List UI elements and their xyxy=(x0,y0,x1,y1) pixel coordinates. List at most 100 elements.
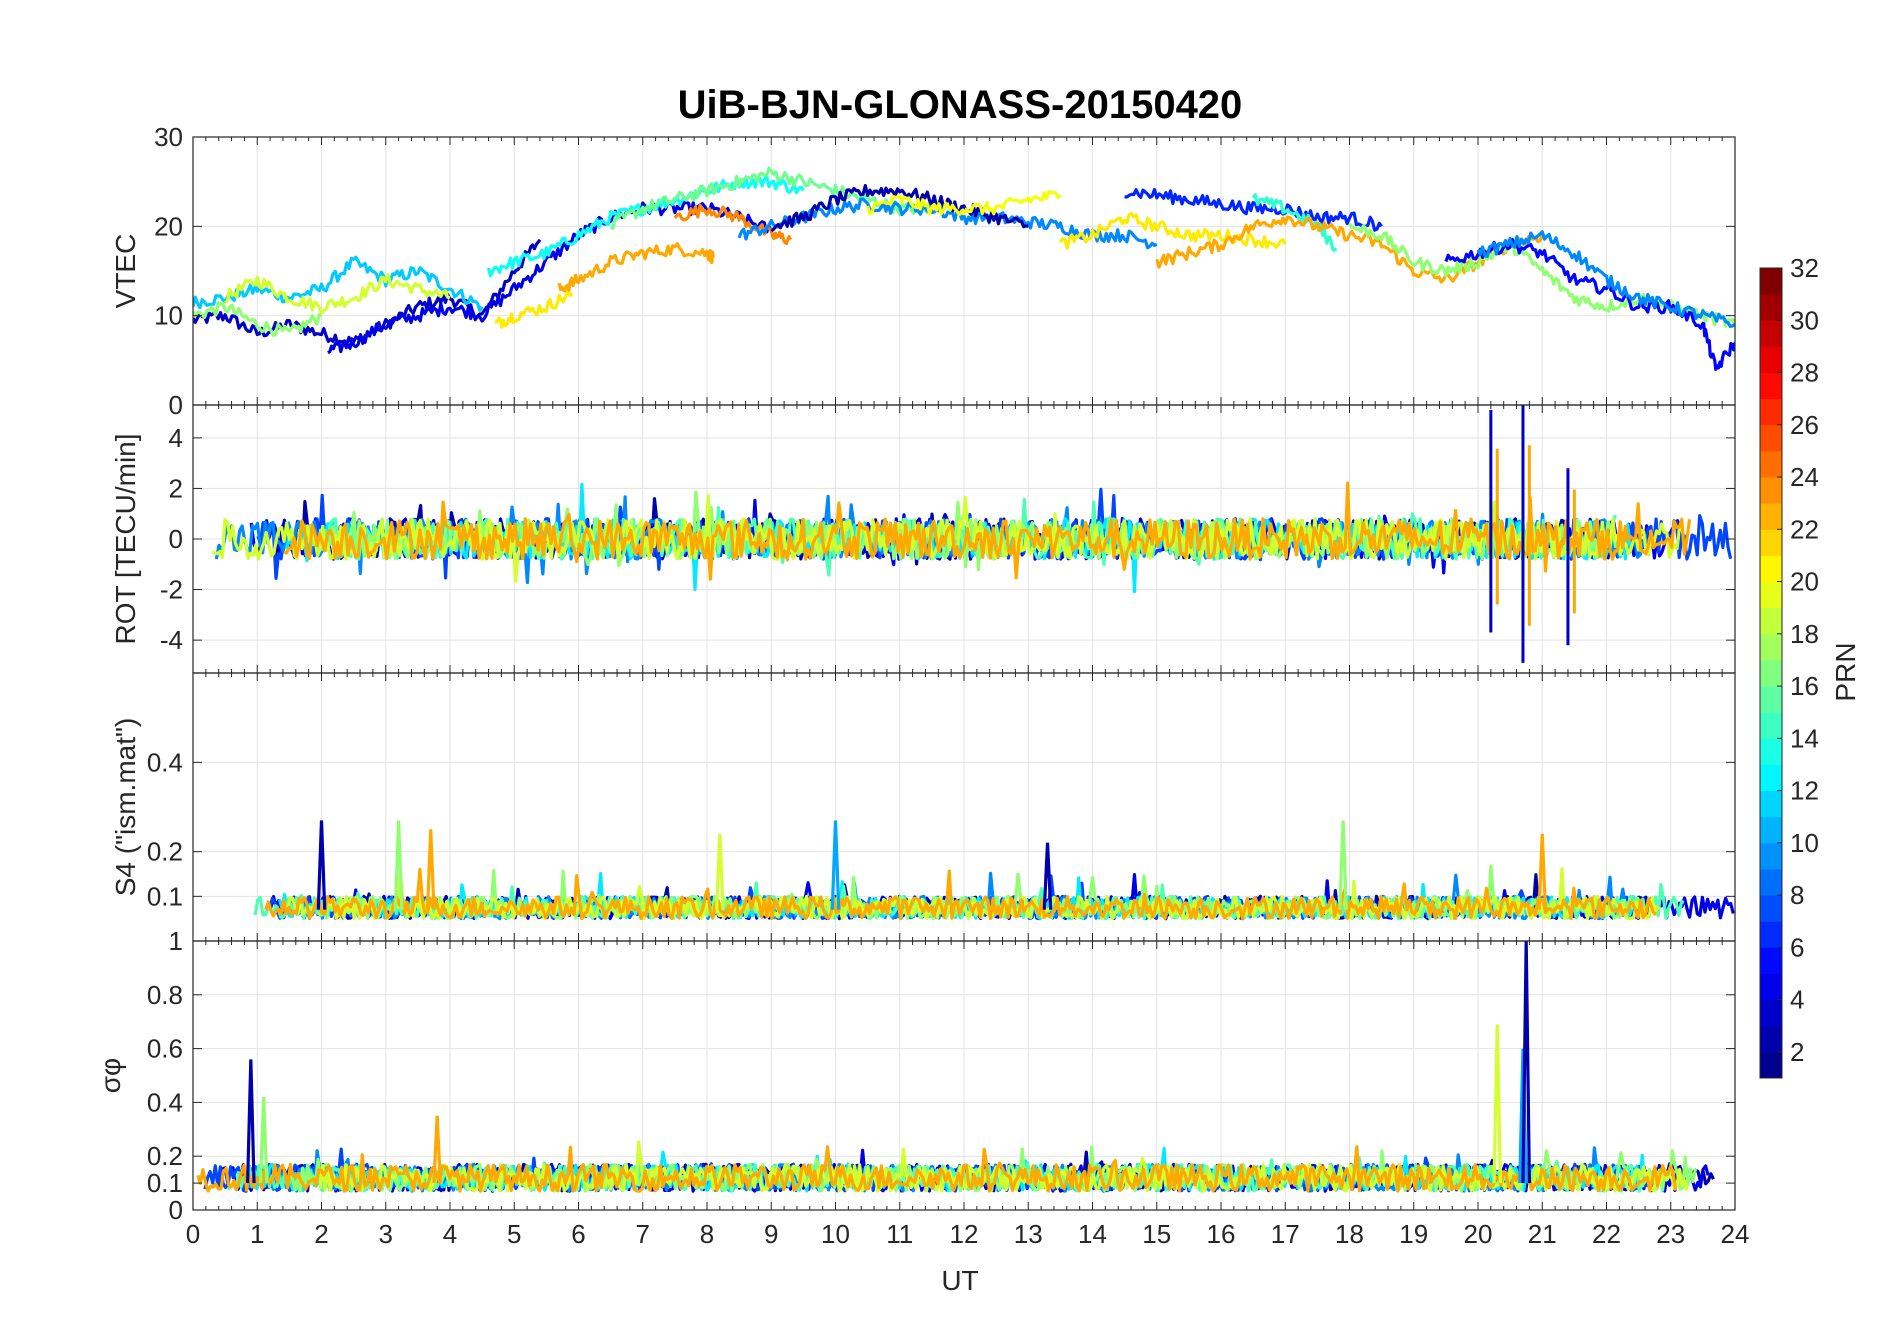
rot-series-prn-23 xyxy=(283,481,1692,581)
x-tick-label: 6 xyxy=(571,1219,585,1249)
spike xyxy=(425,829,436,910)
x-tick-label: 4 xyxy=(443,1219,457,1249)
x-tick-label: 7 xyxy=(636,1219,650,1249)
x-tick-label: 3 xyxy=(379,1219,393,1249)
x-tick-label: 24 xyxy=(1721,1219,1750,1249)
colorbar-segment xyxy=(1760,555,1782,583)
y-tick-label: -4 xyxy=(160,625,183,655)
vtec-arc-prn-20 xyxy=(866,190,1062,217)
colorbar-tick-label: 12 xyxy=(1790,776,1819,806)
vtec-arc-prn-24 xyxy=(673,203,792,246)
y-tick-label: 0.8 xyxy=(147,980,183,1010)
colorbar-segment xyxy=(1760,816,1782,844)
vtec-arc-prn-23 xyxy=(557,242,715,293)
colorbar-tick-label: 20 xyxy=(1790,567,1819,597)
figure-title: UiB-BJN-GLONASS-20150420 xyxy=(678,83,1243,127)
x-tick-label: 19 xyxy=(1399,1219,1428,1249)
colorbar-segment xyxy=(1760,895,1782,922)
x-tick-labels: 0 1 2 3 4 5 6 7 8 9 10 11 12 13 14 15 16 17 18 19 20 21 22 23 24 xyxy=(186,1219,1750,1249)
colorbar-segment xyxy=(1760,268,1782,295)
colorbar-segment xyxy=(1760,973,1782,1001)
x-tick-label: 0 xyxy=(186,1219,200,1249)
colorbar-label: PRN xyxy=(1830,642,1861,701)
colorbar-tick-label: 16 xyxy=(1790,671,1819,701)
y-tick-label: 0.6 xyxy=(147,1034,183,1064)
panel-data xyxy=(196,941,1715,1193)
spike xyxy=(1521,941,1531,1184)
vtec-arc-prn-17 xyxy=(193,300,323,337)
colorbar-segment xyxy=(1760,398,1782,426)
vtec-arc-prn-19 xyxy=(224,273,451,315)
colorbar-tick-label: 2 xyxy=(1790,1037,1804,1067)
vtec-arc-prn-5 xyxy=(1444,237,1735,371)
colorbar-segment xyxy=(1760,868,1782,896)
y-tick-label: 0.4 xyxy=(147,1087,183,1117)
colorbar-tick-label: 24 xyxy=(1790,462,1819,492)
x-tick-label: 14 xyxy=(1078,1219,1107,1249)
vtec-arc-prn-9 xyxy=(1476,230,1735,329)
colorbar-segment xyxy=(1760,1025,1782,1053)
x-tick-label: 9 xyxy=(764,1219,778,1249)
y-tick-label: 0.2 xyxy=(147,1141,183,1171)
panel-vtec: 0 10 20 30 VTEC xyxy=(110,122,1736,420)
colorbar-segment xyxy=(1760,346,1782,374)
panel-data xyxy=(193,166,1735,371)
x-tick-label: 22 xyxy=(1592,1219,1621,1249)
colorbar-segment xyxy=(1760,294,1782,321)
vtec-arc-prn-21 xyxy=(494,289,574,329)
colorbar-segment xyxy=(1760,503,1782,530)
y-tick-label: 0.1 xyxy=(147,881,183,911)
panel-rot: -4 -2 0 2 4 ROT [TECU/min] xyxy=(110,404,1736,674)
x-axis-label: UT xyxy=(941,1265,978,1296)
colorbar-tick-label: 32 xyxy=(1790,253,1819,283)
x-tick-label: 23 xyxy=(1656,1219,1685,1249)
y-tick-label: 0.4 xyxy=(147,747,183,777)
x-tick-label: 5 xyxy=(507,1219,521,1249)
y-axis-label: ROT [TECU/min] xyxy=(110,433,141,644)
spike xyxy=(830,820,841,910)
colorbar-segment xyxy=(1760,607,1782,635)
x-tick-label: 16 xyxy=(1207,1219,1236,1249)
x-tick-label: 11 xyxy=(886,1219,913,1249)
y-tick-label: 0 xyxy=(169,524,183,554)
colorbar-segment xyxy=(1760,790,1782,818)
vtec-arc-prn-13 xyxy=(486,175,805,278)
x-tick-label: 2 xyxy=(314,1219,328,1249)
colorbar-tick-label: 26 xyxy=(1790,410,1819,440)
vtec-arc-prn-6 xyxy=(1124,187,1383,232)
colorbar-segment xyxy=(1760,842,1782,870)
colorbar-segment xyxy=(1760,581,1782,609)
colorbar-segment xyxy=(1760,764,1782,792)
colorbar-segment xyxy=(1760,1051,1782,1079)
y-tick-label: 30 xyxy=(154,122,183,152)
y-tick-label: 20 xyxy=(154,211,183,241)
colorbar-tick-label: 30 xyxy=(1790,305,1819,335)
colorbar-tick-label: 28 xyxy=(1790,358,1819,388)
colorbar-segment xyxy=(1760,424,1782,452)
spike xyxy=(1338,820,1348,910)
colorbar-tick-label: 8 xyxy=(1790,880,1804,910)
sigma_phi-series-prn-23 xyxy=(196,1145,1678,1193)
y-tick-label: 0 xyxy=(169,1195,183,1225)
colorbar-tick-label: 4 xyxy=(1790,985,1804,1015)
colorbar-tick-label: 22 xyxy=(1790,514,1819,544)
colorbar-segment xyxy=(1760,320,1782,347)
spike xyxy=(316,820,327,910)
colorbar-tick-label: 18 xyxy=(1790,619,1819,649)
colorbar-segment xyxy=(1760,921,1782,948)
y-axis-label: VTEC xyxy=(110,234,141,309)
colorbar-segment xyxy=(1760,999,1782,1027)
y-tick-label: 10 xyxy=(154,301,183,331)
x-tick-label: 8 xyxy=(700,1219,714,1249)
colorbar-segment xyxy=(1760,372,1782,400)
colorbar-segment xyxy=(1760,712,1782,739)
panel-s4: 0.1 0.2 0.4S4 ("ism.mat") xyxy=(110,672,1736,942)
panel-data xyxy=(211,405,1733,663)
vtec-arc-prn-9 xyxy=(737,197,1158,250)
y-tick-label: 0.1 xyxy=(147,1168,183,1198)
colorbar-segment xyxy=(1760,633,1782,661)
s4-series-prn-23 xyxy=(264,867,1657,921)
